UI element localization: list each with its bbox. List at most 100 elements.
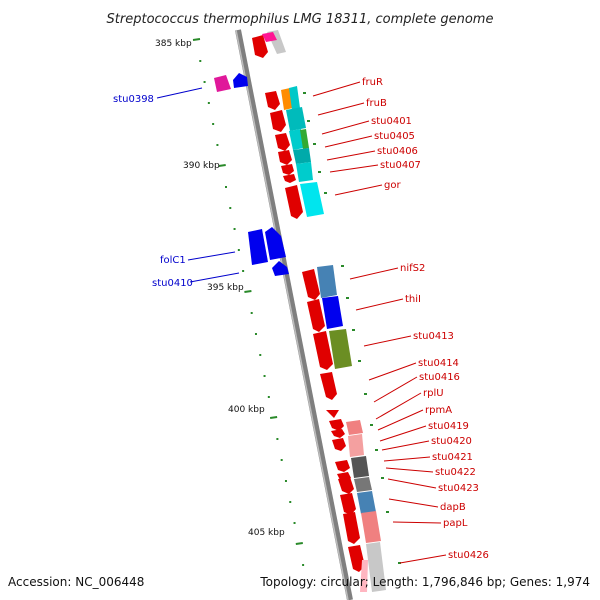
gene-arrow bbox=[265, 227, 286, 260]
gene-arrow bbox=[332, 438, 346, 451]
scale-major-tick bbox=[244, 290, 252, 293]
scale-label-400: 400 kbp bbox=[228, 405, 265, 415]
gene-arrow bbox=[313, 331, 333, 370]
gene-arrow bbox=[335, 460, 350, 472]
gene-arrow bbox=[340, 493, 356, 515]
label-leader-line bbox=[355, 298, 404, 311]
genome-stats-text: Topology: circular; Length: 1,796,846 bp… bbox=[259, 575, 590, 589]
gene-block bbox=[351, 456, 369, 478]
gene-label-folC1: folC1 bbox=[160, 255, 186, 266]
label-leader-line bbox=[373, 376, 418, 403]
label-leader-line bbox=[326, 150, 376, 161]
gene-block bbox=[300, 129, 309, 149]
gene-block bbox=[296, 162, 313, 182]
label-leader-line bbox=[387, 478, 437, 489]
scale-label-390: 390 kbp bbox=[183, 161, 220, 171]
gene-block bbox=[329, 329, 352, 369]
gene-label-stu0416: stu0416 bbox=[419, 372, 460, 383]
gene-block bbox=[322, 296, 343, 329]
scale-major-tick bbox=[269, 416, 278, 419]
gene-arrow bbox=[252, 35, 268, 58]
forward-genes bbox=[252, 35, 365, 572]
gene-label-dapB: dapB bbox=[440, 502, 466, 513]
accession-text: Accession: NC_006448 bbox=[8, 575, 144, 589]
scale-major-tick bbox=[192, 38, 201, 41]
scale-label-405: 405 kbp bbox=[248, 528, 285, 538]
gene-label-stu0407: stu0407 bbox=[380, 160, 421, 171]
gene-label-stu0421: stu0421 bbox=[432, 452, 473, 463]
gene-arrow bbox=[331, 429, 345, 438]
label-leader-line bbox=[375, 392, 422, 420]
gene-block bbox=[361, 511, 381, 543]
label-leader-line bbox=[317, 102, 365, 116]
gene-label-fruR: fruR bbox=[362, 77, 383, 88]
gene-arrow bbox=[343, 512, 360, 544]
label-leader-line bbox=[383, 456, 431, 462]
gene-arrow bbox=[278, 150, 292, 165]
gene-annotation-blocks bbox=[267, 30, 386, 592]
gene-arrow bbox=[283, 174, 296, 183]
gene-block bbox=[366, 542, 386, 592]
gene-arrow bbox=[265, 91, 280, 110]
label-leader-line bbox=[379, 425, 427, 442]
gene-block bbox=[286, 107, 306, 131]
label-leader-line bbox=[334, 184, 383, 196]
gene-block bbox=[289, 86, 300, 110]
gene-label-stu0414: stu0414 bbox=[418, 358, 459, 369]
gene-block bbox=[346, 420, 363, 435]
scale-major-tick bbox=[218, 164, 226, 167]
label-leaders bbox=[156, 81, 447, 564]
gene-arrow bbox=[214, 75, 231, 92]
label-leader-line bbox=[368, 362, 417, 381]
label-leader-line bbox=[312, 81, 361, 97]
gene-block bbox=[348, 434, 364, 457]
label-leader-line bbox=[324, 135, 373, 148]
label-leader-line bbox=[329, 164, 379, 173]
map-title: Streptococcus thermophilus LMG 18311, co… bbox=[107, 12, 494, 27]
gene-label-papL: papL bbox=[443, 518, 468, 529]
label-leader-line bbox=[399, 554, 447, 564]
gene-label-rpmA: rpmA bbox=[425, 405, 452, 416]
gene-arrow bbox=[307, 299, 325, 332]
gene-block bbox=[360, 560, 368, 592]
label-leader-line bbox=[156, 87, 203, 99]
scale-ruler bbox=[192, 38, 401, 566]
gene-block bbox=[317, 265, 337, 298]
gene-arrow bbox=[248, 229, 268, 265]
gene-label-stu0398: stu0398 bbox=[113, 94, 154, 105]
gene-label-gor: gor bbox=[384, 180, 401, 191]
label-leader-line bbox=[385, 467, 434, 473]
gene-label-stu0413: stu0413 bbox=[413, 331, 454, 342]
label-leader-line bbox=[381, 440, 430, 451]
gene-arrow bbox=[281, 164, 294, 175]
gene-label-nifS2: nifS2 bbox=[400, 263, 425, 274]
scale-major-tick bbox=[295, 542, 303, 545]
gene-label-stu0401: stu0401 bbox=[371, 116, 412, 127]
gene-block bbox=[354, 477, 372, 492]
scale-labels: 385 kbp 390 kbp 395 kbp 400 kbp 405 kbp bbox=[155, 39, 285, 538]
left-gene-labels: stu0398 folC1 stu0410 bbox=[113, 94, 193, 289]
gene-label-rplU: rplU bbox=[423, 388, 444, 399]
gene-label-stu0422: stu0422 bbox=[435, 467, 476, 478]
label-leader-line bbox=[363, 335, 412, 347]
right-gene-labels: fruR fruB stu0401 stu0405 stu0406 stu040… bbox=[362, 77, 489, 561]
label-leader-line bbox=[349, 267, 399, 280]
gene-label-fruB: fruB bbox=[366, 98, 387, 109]
label-leader-line bbox=[392, 521, 442, 524]
gene-arrow bbox=[285, 185, 303, 219]
label-leader-line bbox=[377, 409, 424, 431]
gene-label-stu0426: stu0426 bbox=[448, 550, 489, 561]
gene-arrow bbox=[262, 32, 277, 42]
gene-block bbox=[289, 129, 304, 150]
gene-arrow bbox=[302, 269, 320, 300]
gene-arrow bbox=[233, 73, 248, 88]
gene-arrow bbox=[326, 410, 339, 418]
gene-block bbox=[293, 148, 311, 164]
label-leader-line bbox=[388, 498, 439, 508]
gene-arrow bbox=[348, 545, 365, 572]
gene-arrow bbox=[320, 372, 337, 400]
label-leader-line bbox=[189, 272, 240, 283]
label-leader-line bbox=[321, 120, 370, 135]
gene-block bbox=[300, 182, 324, 217]
